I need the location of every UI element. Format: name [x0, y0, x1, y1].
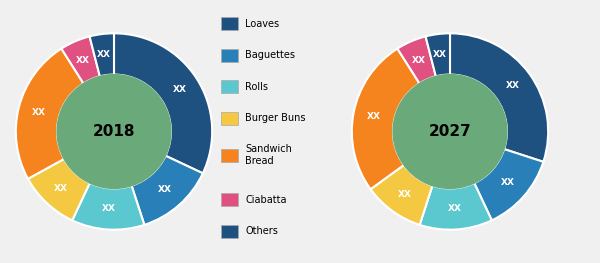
- Text: XX: XX: [97, 50, 111, 59]
- Text: Others: Others: [245, 226, 278, 236]
- Wedge shape: [450, 33, 548, 162]
- Text: XX: XX: [54, 184, 68, 193]
- Text: 2027: 2027: [428, 124, 472, 139]
- Text: XX: XX: [158, 185, 172, 194]
- Text: Ciabatta: Ciabatta: [245, 195, 287, 205]
- FancyBboxPatch shape: [221, 49, 238, 62]
- Text: 2018: 2018: [93, 124, 135, 139]
- Text: XX: XX: [501, 178, 515, 187]
- Wedge shape: [397, 36, 436, 83]
- FancyBboxPatch shape: [221, 225, 238, 238]
- Wedge shape: [352, 49, 419, 189]
- FancyBboxPatch shape: [221, 80, 238, 93]
- Text: Baguettes: Baguettes: [245, 50, 295, 60]
- Text: XX: XX: [433, 50, 447, 59]
- Wedge shape: [419, 183, 492, 230]
- FancyBboxPatch shape: [221, 112, 238, 125]
- Wedge shape: [16, 49, 83, 179]
- Text: Burger Buns: Burger Buns: [245, 113, 305, 123]
- Text: XX: XX: [32, 108, 46, 117]
- Wedge shape: [425, 33, 450, 76]
- Text: Rolls: Rolls: [245, 82, 268, 92]
- Wedge shape: [89, 33, 114, 76]
- Wedge shape: [131, 156, 203, 225]
- Text: XX: XX: [172, 85, 187, 94]
- Circle shape: [57, 74, 171, 189]
- FancyBboxPatch shape: [221, 17, 238, 30]
- Wedge shape: [371, 165, 433, 225]
- Text: XX: XX: [397, 190, 412, 199]
- Text: Sandwich
Bread: Sandwich Bread: [245, 144, 292, 166]
- Text: XX: XX: [102, 204, 116, 213]
- Wedge shape: [72, 183, 145, 230]
- Wedge shape: [474, 149, 544, 220]
- Circle shape: [393, 74, 507, 189]
- FancyBboxPatch shape: [221, 193, 238, 206]
- Text: Loaves: Loaves: [245, 19, 279, 29]
- Text: XX: XX: [367, 113, 381, 122]
- Text: XX: XX: [448, 204, 462, 213]
- FancyBboxPatch shape: [221, 149, 238, 162]
- Wedge shape: [28, 159, 90, 220]
- Wedge shape: [61, 36, 100, 83]
- Text: XX: XX: [506, 82, 520, 90]
- Wedge shape: [114, 33, 212, 173]
- Text: XX: XX: [76, 56, 90, 65]
- Text: XX: XX: [412, 56, 426, 65]
